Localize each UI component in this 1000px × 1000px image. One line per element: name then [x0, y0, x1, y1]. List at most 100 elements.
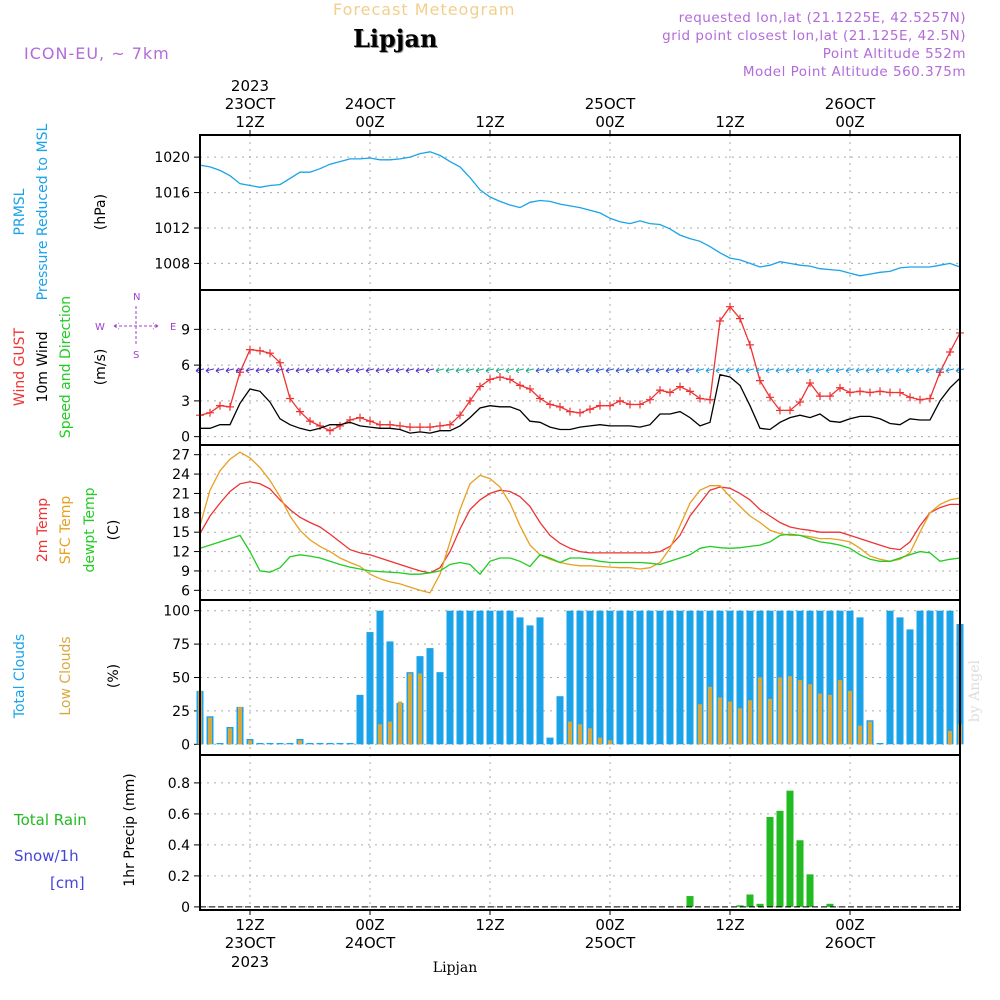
low-clouds-bar	[758, 677, 762, 745]
wind-direction-arrow	[915, 367, 925, 374]
sfc-temp-line	[199, 451, 961, 594]
low-clouds-bar	[698, 704, 702, 745]
rain-bar	[686, 896, 694, 907]
total-clouds-bar	[456, 610, 464, 745]
temperature-frame	[199, 444, 961, 601]
wind-direction-arrow	[445, 367, 455, 374]
model-point-altitude: Model Point Altitude 560.375m	[742, 64, 966, 80]
gust-marker	[386, 420, 394, 429]
clouds-ytick-label: 0	[181, 737, 190, 753]
total-clouds-bar	[216, 742, 224, 745]
pressure-ytick-label: 1020	[154, 150, 190, 166]
total-clouds-bar	[476, 610, 484, 745]
wind-direction-arrow	[575, 367, 585, 374]
compass-east-label: E	[170, 322, 176, 333]
precip-ytick-label: 0.8	[168, 776, 190, 792]
temperature-ytick-label: 9	[181, 564, 190, 580]
wind-ytick-label: 6	[181, 358, 190, 374]
rain-bar	[786, 790, 794, 907]
rain-bar	[826, 903, 834, 907]
wind-direction-arrow	[735, 367, 745, 374]
gust-marker	[786, 406, 794, 415]
wind-direction-arrow	[705, 367, 715, 374]
low-clouds-bar	[818, 693, 822, 745]
wind-direction-arrow	[865, 367, 875, 374]
temperature-axis-label: (C)	[106, 520, 122, 541]
dewpt-temp-line	[199, 533, 961, 576]
requested-coordinates: requested lon,lat (21.1225E, 42.5257N)	[678, 10, 966, 26]
total-clouds-bar	[446, 610, 454, 745]
wind-direction-arrow	[545, 367, 555, 374]
total-clouds-bar	[666, 610, 674, 745]
gust-marker	[516, 381, 524, 390]
gust-marker	[376, 420, 384, 429]
wind-direction-arrow	[745, 367, 755, 374]
total-clouds-bar	[796, 610, 804, 745]
gust-marker	[836, 383, 844, 392]
rain-legend-label: Total Rain	[13, 811, 87, 829]
low-clouds-bar	[238, 706, 242, 745]
low-clouds-bar	[848, 690, 852, 745]
gust-marker	[896, 388, 904, 397]
wind-direction-arrow	[225, 367, 235, 374]
gust-marker	[576, 408, 584, 417]
gust-marker	[356, 413, 364, 422]
gust-marker	[726, 302, 734, 311]
gust-marker	[606, 401, 614, 410]
clouds-ytick-label: 50	[172, 671, 190, 687]
gust-marker	[946, 348, 954, 356]
gust-marker	[296, 407, 304, 416]
total-clouds-bar	[676, 610, 684, 745]
meteogram-title: Forecast Meteogram	[333, 0, 516, 19]
total-clouds-bar	[426, 648, 434, 745]
location-title: Lipjan	[353, 24, 438, 53]
2m-temp-line	[199, 481, 960, 574]
clouds-panel: 0 25 50 75 100	[163, 599, 964, 756]
wind-direction-arrow	[765, 367, 775, 374]
top-date-label: 25OCT	[585, 95, 636, 113]
precip-ytick-label: 0.4	[168, 838, 190, 854]
total-clouds-bar	[826, 610, 834, 745]
gust-marker	[916, 395, 924, 404]
temperature-panel: 6 9 12 15 18 21 24 27	[172, 444, 961, 601]
top-hour-label: 12Z	[475, 113, 504, 131]
gust-marker	[926, 394, 934, 403]
low-clouds-bar	[228, 728, 232, 745]
wind-direction-arrow	[475, 367, 485, 374]
top-date-label: 26OCT	[825, 95, 876, 113]
total-clouds-bar	[886, 610, 894, 745]
pressure-panel: 1008 1012 1016 1020	[154, 134, 961, 291]
total-clouds-bar	[816, 610, 824, 745]
total-clouds-bar	[726, 610, 734, 745]
total-clouds-bar	[386, 641, 394, 745]
bottom-hour-label: 00Z	[835, 916, 864, 934]
rain-bar	[776, 810, 784, 907]
gust-marker	[366, 417, 374, 426]
wind-direction-arrow	[675, 367, 685, 374]
gust-marker	[476, 382, 484, 391]
wind-direction-arrow	[495, 367, 505, 374]
low-clouds-bar	[598, 737, 602, 745]
wind-direction-arrow	[895, 367, 905, 374]
low-clouds-bar	[378, 724, 382, 745]
wind-direction-arrow	[795, 367, 805, 374]
gust-marker	[246, 345, 254, 354]
wind-direction-arrow	[645, 367, 655, 374]
gust-marker	[666, 388, 674, 397]
wind-direction-arrow	[635, 367, 645, 374]
precip-axis-label: 1hr Precip (mm)	[122, 773, 138, 886]
10m-wind-line	[200, 373, 961, 434]
low-clouds-bar	[808, 684, 812, 745]
wind-direction-arrow	[295, 367, 305, 374]
low-clouds-bar	[858, 725, 862, 745]
temperature-ytick-label: 27	[172, 448, 190, 464]
bottom-hour-label: 00Z	[595, 916, 624, 934]
wind-direction-arrow	[355, 367, 365, 374]
wind-direction-arrow	[525, 367, 535, 374]
gust-marker	[486, 375, 494, 384]
grid-point-coordinates: grid point closest lon,lat (21.125E, 42.…	[662, 28, 966, 44]
gust-marker	[266, 349, 274, 358]
total-clouds-bar	[506, 610, 514, 745]
low-clouds-bar	[708, 686, 712, 745]
wind-axis-label: (m/s)	[93, 349, 109, 386]
